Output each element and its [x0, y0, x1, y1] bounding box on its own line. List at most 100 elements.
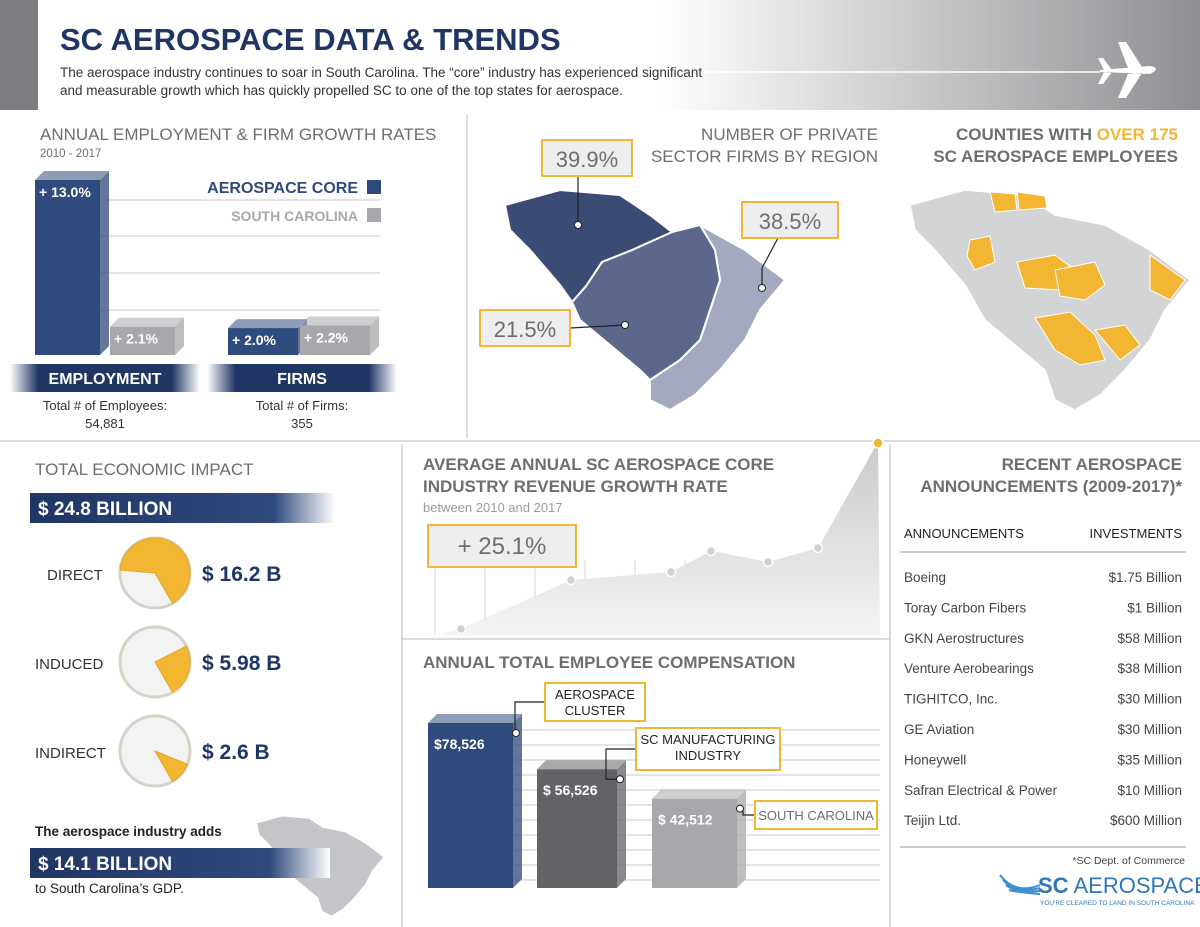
growth-bar-top: [228, 319, 307, 329]
section-title: NUMBER OF PRIVATE: [701, 125, 878, 144]
section-title: AVERAGE ANNUAL SC AEROSPACE CORE: [423, 455, 774, 474]
bar-value-label: + 2.1%: [114, 331, 159, 347]
company-name: Teijin Ltd.: [904, 813, 961, 828]
impact-name: DIRECT: [47, 567, 103, 584]
investment: $30 Million: [1117, 692, 1182, 707]
comp-bar: [652, 798, 737, 888]
legend-label: AEROSPACE CORE: [207, 180, 358, 197]
bar-value-label: + 2.2%: [304, 329, 349, 345]
county: [966, 235, 996, 271]
impact-value: $ 2.6 B: [202, 741, 270, 764]
bar-value-label: + 13.0%: [39, 184, 91, 200]
label-box: [541, 139, 633, 177]
callout-label: AEROSPACE: [555, 687, 635, 702]
growth-bar-top: [35, 171, 109, 180]
callout-line: [605, 748, 636, 780]
comp-bar-side: [737, 789, 746, 888]
logo-swoosh: [1008, 889, 1041, 895]
bar-value-label: $ 42,512: [658, 812, 713, 828]
section-title: ANNOUNCEMENTS (2009-2017)*: [920, 477, 1182, 496]
total-value: 54,881: [85, 416, 125, 431]
trend-dot: [665, 566, 677, 578]
comp-bar-top: [537, 760, 626, 770]
total-value: 355: [291, 416, 313, 431]
label-box: [741, 201, 839, 239]
legend-swatch: [367, 180, 381, 194]
investment: $1.75 Billion: [1108, 570, 1182, 585]
logo-swoosh: [1005, 884, 1041, 893]
growth-bar: [110, 326, 175, 355]
region-label: 21.5%: [494, 317, 556, 342]
callout-dot: [736, 804, 744, 813]
county-map: [909, 189, 1192, 411]
logo-sc: SC: [1038, 873, 1069, 898]
label-box: [754, 800, 878, 830]
company-name: TIGHITCO, Inc.: [904, 692, 998, 707]
logo-tagline: YOU'RE CLEARED TO LAND IN SOUTH CAROLINA: [1040, 900, 1195, 907]
section-subtitle: between 2010 and 2017: [423, 500, 563, 515]
label-box: [479, 309, 571, 347]
company-name: GKN Aerostructures: [904, 631, 1024, 646]
map-region: [503, 188, 674, 304]
bar-value-label: $ 56,526: [543, 782, 598, 798]
comp-bar: [537, 769, 617, 888]
page-title: SC AEROSPACE DATA & TRENDS: [60, 22, 561, 57]
revenue-value: + 25.1%: [458, 533, 547, 560]
callout-dot: [616, 775, 624, 784]
comp-bar-side: [513, 714, 522, 888]
trend-dot: [762, 556, 774, 568]
logo-swoosh: [1002, 879, 1041, 891]
company-name: Honeywell: [904, 752, 966, 767]
value-box: [427, 524, 577, 568]
callout-label: SOUTH CAROLINA: [758, 808, 874, 823]
comp-bar-side: [617, 760, 626, 888]
column-header: ANNOUNCEMENTS: [904, 526, 1024, 541]
total-label: Total # of Employees:: [43, 398, 167, 413]
trend-dot: [565, 574, 577, 586]
source-note: *SC Dept. of Commerce: [1072, 855, 1185, 867]
growth-bar-top: [300, 316, 379, 326]
legend-swatch: [367, 208, 381, 222]
group-band: [207, 364, 397, 392]
growth-bar: [300, 325, 370, 355]
company-name: Boeing: [904, 570, 946, 585]
investment: $10 Million: [1117, 783, 1182, 798]
state-shape: [909, 189, 1192, 411]
section-title: COUNTIES WITH OVER 175: [956, 125, 1178, 144]
plane-icon: [1098, 42, 1156, 98]
gdp-intro: The aerospace industry adds: [35, 824, 222, 839]
callout-dot: [574, 221, 582, 229]
callout-label: CLUSTER: [565, 703, 626, 718]
trend-dot: [455, 623, 467, 635]
title-part: COUNTIES WITH: [956, 125, 1092, 144]
callout-line: [761, 237, 779, 288]
callout-dot: [512, 729, 520, 737]
callout-line: [569, 324, 626, 329]
comp-bar: [428, 723, 513, 888]
logo-aerospace: AEROSPACE: [1073, 873, 1200, 898]
column-header: INVESTMENTS: [1090, 526, 1183, 541]
logo-swoosh: [999, 874, 1041, 890]
county: [1149, 254, 1186, 301]
investment: $35 Million: [1117, 752, 1182, 767]
trend-dot: [812, 542, 824, 554]
section-subtitle: 2010 - 2017: [40, 148, 101, 160]
impact-name: INDUCED: [35, 656, 104, 673]
total-label: Total # of Firms:: [256, 398, 348, 413]
pie-slice: [154, 645, 191, 693]
bar-value-label: $78,526: [434, 736, 485, 752]
trend-dot-end: [872, 437, 884, 449]
trend-dot: [705, 545, 717, 557]
growth-bar: [35, 180, 100, 355]
intro-line: and measurable growth which has quickly …: [60, 83, 623, 98]
header-strip: [0, 0, 38, 110]
growth-bar-side: [100, 171, 109, 355]
intro-line: The aerospace industry continues to soar…: [60, 65, 702, 80]
group-label: FIRMS: [277, 371, 327, 388]
label-box: [635, 727, 781, 771]
section-title: SC AEROSPACE EMPLOYEES: [933, 147, 1178, 166]
county: [1034, 311, 1106, 366]
pie-slice: [153, 749, 189, 782]
gdp-band: [30, 848, 330, 878]
